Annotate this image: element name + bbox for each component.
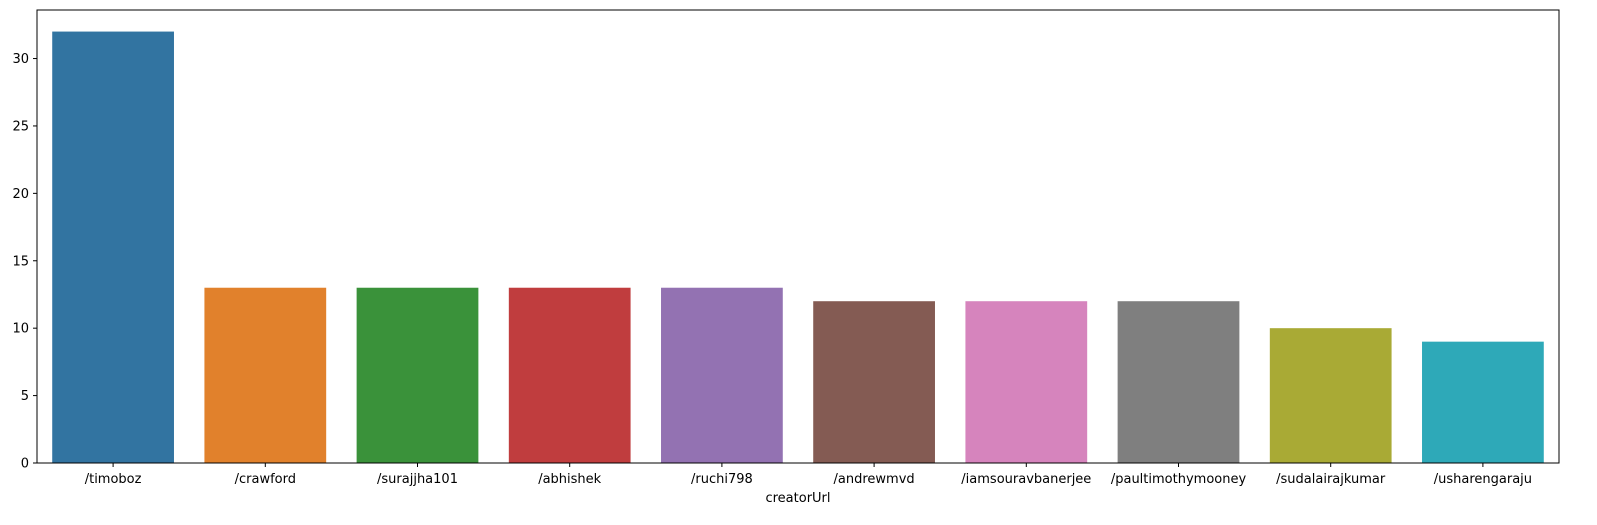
bar-iamsouravbanerjee [965,301,1088,463]
x-axis: /timoboz/crawford/surajjha101/abhishek/r… [85,463,1532,487]
x-tick-label: /paultimothymooney [1111,472,1247,487]
x-tick-label: /iamsouravbanerjee [961,472,1091,487]
x-tick-label: /sudalairajkumar [1276,472,1386,487]
y-tick-label: 15 [12,254,29,269]
bar-andrewmvd [813,301,935,463]
x-tick-label: /surajjha101 [377,472,458,487]
bar-abhishek [508,287,631,463]
bar-timoboz [52,31,174,463]
bar-ruchi798 [661,287,783,463]
x-tick-label: /crawford [235,472,296,487]
y-tick-label: 20 [12,187,29,202]
bar-usharengaraju [1422,341,1544,463]
x-tick-label: /abhishek [538,472,601,487]
x-tick-label: /ruchi798 [691,472,753,487]
plot-frame [36,9,1560,464]
x-tick-label: /andrewmvd [834,472,915,487]
y-tick-label: 30 [12,52,29,67]
y-axis: 0 5 10 15 20 25 30 [12,52,37,472]
bar-paultimothymooney [1117,301,1240,463]
x-axis-label: creatorUrl [765,491,830,506]
y-tick-label: 25 [12,119,29,134]
bars-layer [52,31,1544,463]
bar-crawford [204,287,327,463]
y-tick-label: 0 [21,457,29,472]
bar-surajjha101 [356,287,479,463]
x-tick-label: /timoboz [85,472,142,487]
x-tick-label: /usharengaraju [1434,472,1532,487]
bar-sudalairajkumar [1269,328,1392,463]
y-tick-label: 10 [12,322,29,337]
y-tick-label: 5 [21,389,29,404]
